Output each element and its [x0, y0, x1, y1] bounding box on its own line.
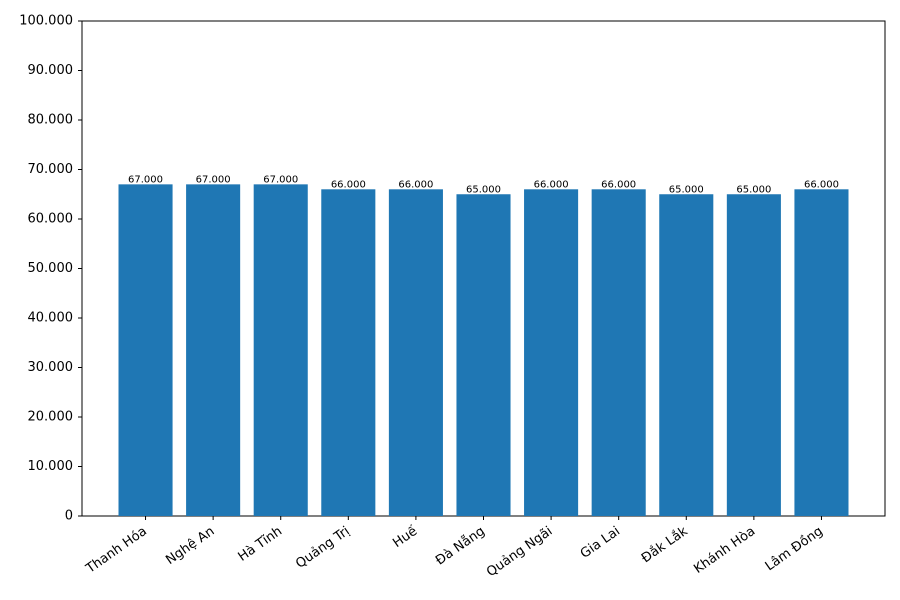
value-label: 67.000: [263, 174, 298, 185]
y-tick-label: 100.000: [19, 14, 73, 29]
x-tick-label: Khánh Hòa: [691, 524, 758, 577]
value-label: 66.000: [534, 179, 569, 190]
x-tick-label: Đắk Lắk: [639, 524, 691, 567]
bar: [524, 189, 579, 517]
x-tick-label: Hà Tĩnh: [236, 524, 285, 565]
x-tick-label: Đà Nẵng: [433, 524, 488, 569]
bar: [456, 194, 511, 516]
x-tick-label: Huế: [390, 524, 420, 551]
x-tick-label: Thanh Hóa: [83, 524, 150, 577]
bar: [659, 194, 714, 516]
value-label: 66.000: [804, 179, 839, 190]
y-tick-label: 20.000: [28, 410, 74, 425]
x-tick-label: Quảng Trị: [293, 524, 352, 572]
value-label: 65.000: [736, 184, 771, 195]
bar: [794, 189, 849, 517]
bar: [591, 189, 646, 517]
y-tick-label: 50.000: [28, 261, 74, 276]
x-tick-label: Quảng Ngãi: [484, 524, 555, 580]
y-tick-label: 40.000: [28, 311, 74, 326]
value-label: 66.000: [331, 179, 366, 190]
value-label: 66.000: [601, 179, 636, 190]
bar: [726, 194, 781, 516]
y-tick-label: 60.000: [28, 212, 74, 227]
y-tick-label: 80.000: [28, 113, 74, 128]
bar: [388, 189, 443, 517]
x-tick-label: Lâm Đồng: [763, 524, 826, 574]
value-label: 66.000: [398, 179, 433, 190]
value-label: 65.000: [466, 184, 501, 195]
bar: [118, 184, 173, 516]
y-tick-label: 0: [65, 509, 73, 524]
value-label: 67.000: [196, 174, 231, 185]
value-label: 67.000: [128, 174, 163, 185]
x-tick-label: Nghệ An: [163, 524, 217, 568]
x-tick-label: Gia Lai: [578, 524, 623, 562]
bar: [321, 189, 376, 517]
bar: [186, 184, 241, 516]
y-tick-label: 10.000: [28, 459, 74, 474]
value-label: 65.000: [669, 184, 704, 195]
bar: [253, 184, 308, 516]
y-tick-label: 90.000: [28, 63, 74, 78]
y-tick-label: 30.000: [28, 360, 74, 375]
y-tick-label: 70.000: [28, 162, 74, 177]
